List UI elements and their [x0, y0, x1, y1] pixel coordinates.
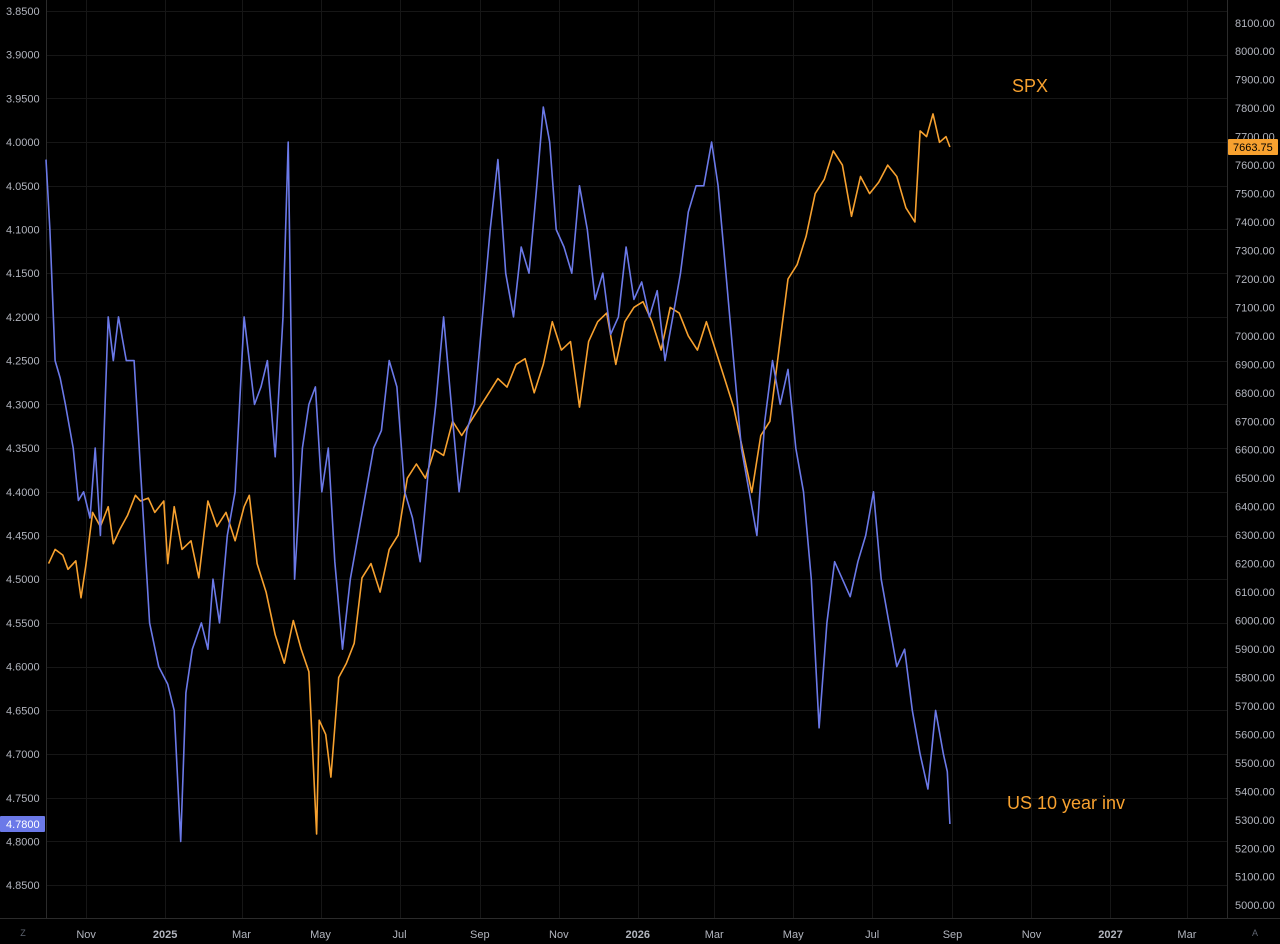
- right-tick-label: 5700.00: [1235, 701, 1275, 713]
- time-axis[interactable]: Nov 2025 Mar May Jul Sep Nov 2026 Mar May Jul Sep No…: [76, 929, 1196, 941]
- series-label-us10y: US 10 year inv: [1007, 793, 1125, 813]
- right-tick-label: 8000.00: [1235, 46, 1275, 58]
- right-tick-label: 5000.00: [1235, 900, 1275, 912]
- right-tick-label: 6300.00: [1235, 530, 1275, 542]
- last-value-text-right: 7663.75: [1233, 142, 1273, 154]
- right-tick-label: 5100.00: [1235, 872, 1275, 884]
- x-tick-label: Sep: [943, 929, 963, 941]
- right-tick-label: 7000.00: [1235, 331, 1275, 343]
- series-group: [45, 106, 951, 843]
- x-tick-label: 2026: [626, 929, 650, 941]
- right-tick-label: 6500.00: [1235, 473, 1275, 485]
- x-tick-label: May: [310, 929, 331, 941]
- x-tick-label: Jul: [865, 929, 879, 941]
- right-tick-label: 7100.00: [1235, 302, 1275, 314]
- x-tick-label: Mar: [232, 929, 251, 941]
- right-tick-label: 6800.00: [1235, 388, 1275, 400]
- right-price-axis[interactable]: 8100.008000.007900.007800.007700.007600.…: [1235, 18, 1275, 912]
- last-value-badges: 4.7800 7663.75: [0, 139, 1278, 832]
- left-tick-label: 3.8500: [6, 6, 40, 18]
- right-tick-label: 6100.00: [1235, 587, 1275, 599]
- series-label-spx: SPX: [1012, 76, 1048, 96]
- right-tick-label: 7300.00: [1235, 246, 1275, 258]
- right-tick-label: 7400.00: [1235, 217, 1275, 229]
- left-tick-label: 4.2000: [6, 312, 40, 324]
- right-tick-label: 6700.00: [1235, 416, 1275, 428]
- left-tick-label: 4.3500: [6, 443, 40, 455]
- corner-label-right[interactable]: A: [1252, 928, 1258, 938]
- last-value-text-left: 4.7800: [6, 819, 40, 831]
- left-tick-label: 4.7000: [6, 749, 40, 761]
- x-tick-label: May: [783, 929, 804, 941]
- right-tick-label: 7900.00: [1235, 75, 1275, 87]
- right-tick-label: 5600.00: [1235, 729, 1275, 741]
- left-tick-label: 4.3000: [6, 399, 40, 411]
- left-tick-label: 4.6500: [6, 705, 40, 717]
- left-tick-label: 4.8000: [6, 837, 40, 849]
- x-tick-label: Nov: [1022, 929, 1042, 941]
- left-tick-label: 4.0500: [6, 181, 40, 193]
- grid: [46, 0, 1227, 918]
- last-value-badge-right: [1228, 139, 1278, 155]
- right-tick-label: 6000.00: [1235, 616, 1275, 628]
- right-tick-label: 7600.00: [1235, 160, 1275, 172]
- left-tick-label: 4.1500: [6, 268, 40, 280]
- right-tick-label: 5400.00: [1235, 786, 1275, 798]
- right-tick-label: 6900.00: [1235, 359, 1275, 371]
- right-tick-label: 5800.00: [1235, 673, 1275, 685]
- right-tick-label: 6400.00: [1235, 502, 1275, 514]
- x-tick-label: Nov: [76, 929, 96, 941]
- right-tick-label: 7200.00: [1235, 274, 1275, 286]
- series-line-spx: [47, 113, 951, 835]
- left-tick-label: 4.7500: [6, 793, 40, 805]
- x-tick-label: 2027: [1098, 929, 1122, 941]
- x-tick-label: 2025: [153, 929, 177, 941]
- right-tick-label: 7800.00: [1235, 103, 1275, 115]
- series-line-us-10-year-inv: [45, 106, 951, 843]
- left-tick-label: 4.8500: [6, 880, 40, 892]
- left-tick-label: 3.9500: [6, 93, 40, 105]
- left-tick-label: 4.2500: [6, 356, 40, 368]
- left-tick-label: 4.4000: [6, 487, 40, 499]
- right-tick-label: 5300.00: [1235, 815, 1275, 827]
- right-tick-label: 7500.00: [1235, 189, 1275, 201]
- x-tick-label: Sep: [470, 929, 490, 941]
- left-tick-label: 4.1000: [6, 225, 40, 237]
- right-tick-label: 8100.00: [1235, 18, 1275, 30]
- left-price-axis[interactable]: 3.8500 3.9000 3.9500 4.0000 4.0500 4.1000 4.15…: [6, 6, 40, 892]
- last-value-badge-left: [0, 816, 45, 832]
- right-tick-label: 5900.00: [1235, 644, 1275, 656]
- x-tick-label: Mar: [705, 929, 724, 941]
- right-tick-label: 6200.00: [1235, 559, 1275, 571]
- left-tick-label: 4.4500: [6, 531, 40, 543]
- right-tick-label: 5200.00: [1235, 843, 1275, 855]
- right-tick-label: 5500.00: [1235, 758, 1275, 770]
- left-tick-label: 4.6000: [6, 662, 40, 674]
- corner-label-left[interactable]: Z: [20, 928, 26, 938]
- x-tick-label: Nov: [549, 929, 569, 941]
- left-tick-label: 4.5000: [6, 574, 40, 586]
- left-tick-label: 4.5500: [6, 618, 40, 630]
- x-tick-label: Jul: [392, 929, 406, 941]
- x-tick-label: Mar: [1177, 929, 1196, 941]
- right-tick-label: 6600.00: [1235, 445, 1275, 457]
- left-tick-label: 4.0000: [6, 137, 40, 149]
- left-tick-label: 3.9000: [6, 50, 40, 62]
